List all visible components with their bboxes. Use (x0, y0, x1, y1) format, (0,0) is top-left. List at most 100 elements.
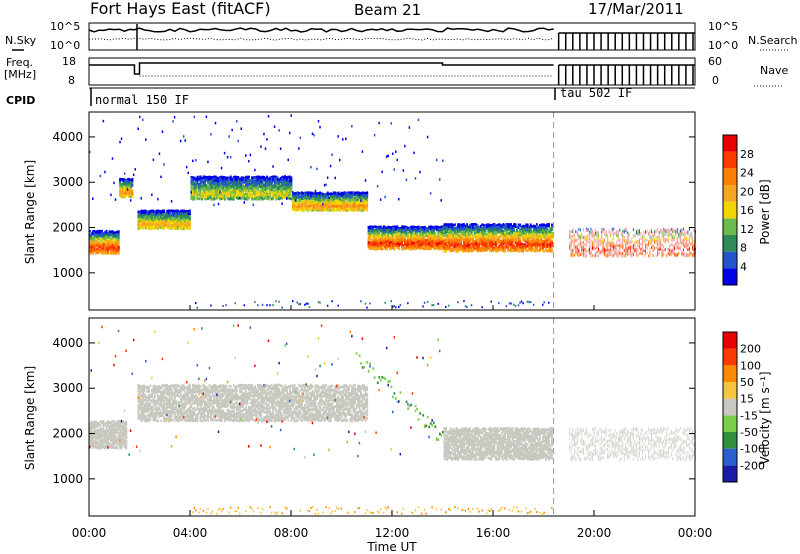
power-cell (346, 206, 349, 209)
power-cell (290, 195, 293, 198)
power-cell (299, 204, 302, 208)
power-cell (298, 197, 300, 201)
power-cell (332, 208, 335, 211)
power-cell (248, 189, 250, 192)
power-cell (348, 195, 350, 199)
power-cell (155, 219, 158, 222)
power-cell (182, 225, 185, 228)
power-cell (278, 181, 281, 184)
power-cell (142, 219, 144, 222)
power-cell (219, 183, 222, 186)
power-cell (288, 187, 291, 190)
power-cell (131, 178, 134, 182)
power-cell (272, 189, 275, 192)
power-cell (267, 183, 270, 186)
power-cell (288, 175, 291, 179)
power-cell (190, 197, 193, 201)
power-cell (308, 196, 311, 199)
power-cell (334, 197, 337, 201)
power-cell (129, 190, 132, 193)
freq-left-tick-bottom: 8 (68, 74, 75, 87)
power-cell (281, 192, 284, 196)
power-cell (113, 240, 116, 244)
power-cell (119, 140, 121, 144)
power-cell (107, 238, 109, 241)
power-cell (92, 245, 94, 248)
power-cell (338, 197, 341, 201)
power-cell (181, 209, 184, 213)
power-cell (251, 193, 253, 197)
nsearch-label: N.Search (748, 34, 798, 47)
power-cell (128, 195, 131, 198)
power-cell (173, 211, 176, 215)
power-cell (129, 181, 132, 185)
power-cell (222, 192, 225, 196)
power-cell (292, 208, 294, 211)
power-cell (285, 188, 288, 191)
power-cell (346, 202, 349, 206)
power-cell (342, 206, 344, 209)
power-cell (101, 237, 103, 240)
power-cell (223, 191, 226, 194)
power-cell (210, 193, 212, 197)
power-cell (279, 192, 282, 195)
power-cell (134, 168, 136, 171)
power-cell (343, 196, 346, 199)
power-cell (164, 213, 167, 216)
power-cell (255, 185, 258, 188)
power-cell (128, 190, 131, 194)
power-cell (308, 194, 311, 197)
power-cell (287, 196, 290, 200)
power-cell (269, 178, 272, 181)
power-cell (319, 192, 322, 196)
power-cell (122, 187, 125, 190)
power-cell (98, 235, 100, 238)
power-cell (254, 181, 256, 185)
power-cell (211, 187, 214, 191)
power-cell (234, 195, 237, 198)
power-cell (172, 213, 175, 217)
power-cell (251, 176, 253, 179)
power-cell (170, 219, 173, 223)
power-cell (125, 187, 128, 191)
power-cell (195, 178, 197, 181)
power-cell (107, 252, 109, 255)
power-cell (119, 189, 122, 192)
power-cell (270, 188, 273, 191)
power-cell (185, 210, 188, 213)
power-cell (304, 201, 306, 204)
power-cell (298, 208, 300, 211)
power-cell (276, 197, 279, 200)
power-cell (204, 182, 206, 186)
power-cell (93, 229, 96, 233)
power-cell (192, 193, 194, 197)
power-cell (314, 199, 317, 202)
power-cell (245, 192, 247, 196)
power-cell (332, 204, 335, 208)
power-cell (276, 195, 279, 198)
power-cell (143, 220, 146, 224)
power-cell (151, 220, 153, 223)
power-cell (166, 222, 169, 225)
power-cell (337, 304, 339, 307)
power-cell (246, 193, 249, 196)
power-cell (325, 193, 328, 196)
power-cell (319, 195, 322, 199)
power-cell (285, 181, 288, 184)
power-cell (314, 195, 317, 198)
power-cell (151, 212, 153, 216)
power-cell (157, 217, 159, 220)
power-cell (128, 178, 131, 181)
power-cell (145, 213, 147, 217)
power-cell (96, 231, 99, 235)
power-cell (119, 181, 122, 185)
power-cell (101, 242, 103, 246)
power-cell (295, 209, 297, 212)
power-cell (201, 184, 203, 188)
power-cell (242, 176, 244, 180)
power-cell (243, 197, 246, 201)
power-cell (116, 239, 119, 242)
date-label: 17/Mar/2011 (588, 0, 684, 18)
power-cell (108, 243, 111, 247)
power-cell (290, 178, 293, 181)
